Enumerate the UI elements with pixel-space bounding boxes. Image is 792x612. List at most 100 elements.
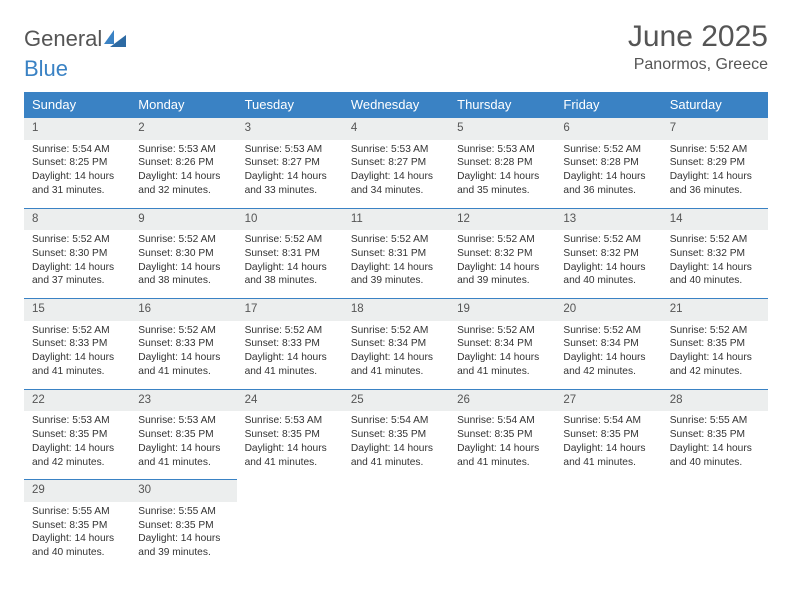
calendar-day-cell: .: [555, 479, 661, 570]
calendar-day-cell: 19Sunrise: 5:52 AMSunset: 8:34 PMDayligh…: [449, 298, 555, 389]
calendar-day-cell: 28Sunrise: 5:55 AMSunset: 8:35 PMDayligh…: [662, 389, 768, 480]
day-number: 4: [343, 117, 449, 140]
daylight-line: Daylight: 14 hours and 42 minutes.: [563, 351, 653, 379]
day-number: 16: [130, 298, 236, 321]
sunrise-line: Sunrise: 5:52 AM: [138, 233, 228, 247]
day-details: Sunrise: 5:52 AMSunset: 8:28 PMDaylight:…: [555, 140, 661, 208]
daylight-line: Daylight: 14 hours and 38 minutes.: [138, 261, 228, 289]
day-number: 13: [555, 208, 661, 231]
calendar-day-cell: 15Sunrise: 5:52 AMSunset: 8:33 PMDayligh…: [24, 298, 130, 389]
calendar-week-row: 15Sunrise: 5:52 AMSunset: 8:33 PMDayligh…: [24, 298, 768, 389]
sunset-line: Sunset: 8:33 PM: [138, 337, 228, 351]
calendar-day-cell: 30Sunrise: 5:55 AMSunset: 8:35 PMDayligh…: [130, 479, 236, 570]
calendar-day-cell: 17Sunrise: 5:52 AMSunset: 8:33 PMDayligh…: [237, 298, 343, 389]
day-details: Sunrise: 5:54 AMSunset: 8:25 PMDaylight:…: [24, 140, 130, 208]
sunrise-line: Sunrise: 5:53 AM: [138, 414, 228, 428]
day-details: Sunrise: 5:55 AMSunset: 8:35 PMDaylight:…: [662, 411, 768, 479]
sunrise-line: Sunrise: 5:54 AM: [457, 414, 547, 428]
sunset-line: Sunset: 8:31 PM: [351, 247, 441, 261]
sunrise-line: Sunrise: 5:54 AM: [351, 414, 441, 428]
day-number: 1: [24, 117, 130, 140]
day-details: Sunrise: 5:52 AMSunset: 8:30 PMDaylight:…: [24, 230, 130, 298]
day-number: 29: [24, 479, 130, 502]
sunset-line: Sunset: 8:30 PM: [32, 247, 122, 261]
sunrise-line: Sunrise: 5:54 AM: [32, 143, 122, 157]
daylight-line: Daylight: 14 hours and 40 minutes.: [32, 532, 122, 560]
sunrise-line: Sunrise: 5:52 AM: [563, 233, 653, 247]
calendar-day-cell: 4Sunrise: 5:53 AMSunset: 8:27 PMDaylight…: [343, 117, 449, 208]
daylight-line: Daylight: 14 hours and 41 minutes.: [138, 442, 228, 470]
sunset-line: Sunset: 8:27 PM: [351, 156, 441, 170]
day-details: Sunrise: 5:52 AMSunset: 8:31 PMDaylight:…: [237, 230, 343, 298]
sunrise-line: Sunrise: 5:53 AM: [245, 414, 335, 428]
sunrise-line: Sunrise: 5:52 AM: [245, 324, 335, 338]
day-details: Sunrise: 5:52 AMSunset: 8:32 PMDaylight:…: [555, 230, 661, 298]
sunset-line: Sunset: 8:35 PM: [563, 428, 653, 442]
weekday-header: Thursday: [449, 92, 555, 117]
calendar-day-cell: 22Sunrise: 5:53 AMSunset: 8:35 PMDayligh…: [24, 389, 130, 480]
sunset-line: Sunset: 8:32 PM: [457, 247, 547, 261]
calendar-day-cell: 5Sunrise: 5:53 AMSunset: 8:28 PMDaylight…: [449, 117, 555, 208]
daylight-line: Daylight: 14 hours and 35 minutes.: [457, 170, 547, 198]
day-details: Sunrise: 5:54 AMSunset: 8:35 PMDaylight:…: [449, 411, 555, 479]
sunset-line: Sunset: 8:26 PM: [138, 156, 228, 170]
page-title: June 2025: [628, 20, 768, 54]
sunset-line: Sunset: 8:28 PM: [563, 156, 653, 170]
daylight-line: Daylight: 14 hours and 41 minutes.: [245, 351, 335, 379]
day-number: 14: [662, 208, 768, 231]
calendar-day-cell: 16Sunrise: 5:52 AMSunset: 8:33 PMDayligh…: [130, 298, 236, 389]
day-details: Sunrise: 5:52 AMSunset: 8:34 PMDaylight:…: [343, 321, 449, 389]
sunset-line: Sunset: 8:34 PM: [351, 337, 441, 351]
sunset-line: Sunset: 8:32 PM: [670, 247, 760, 261]
sunrise-line: Sunrise: 5:52 AM: [138, 324, 228, 338]
calendar-day-cell: 13Sunrise: 5:52 AMSunset: 8:32 PMDayligh…: [555, 208, 661, 299]
day-details: Sunrise: 5:52 AMSunset: 8:33 PMDaylight:…: [130, 321, 236, 389]
day-details: Sunrise: 5:52 AMSunset: 8:29 PMDaylight:…: [662, 140, 768, 208]
sunrise-line: Sunrise: 5:55 AM: [32, 505, 122, 519]
day-number: 18: [343, 298, 449, 321]
day-number: 2: [130, 117, 236, 140]
daylight-line: Daylight: 14 hours and 41 minutes.: [457, 442, 547, 470]
calendar-day-cell: 1Sunrise: 5:54 AMSunset: 8:25 PMDaylight…: [24, 117, 130, 208]
sunrise-line: Sunrise: 5:53 AM: [32, 414, 122, 428]
day-number: 11: [343, 208, 449, 231]
calendar-day-cell: 29Sunrise: 5:55 AMSunset: 8:35 PMDayligh…: [24, 479, 130, 570]
logo: General: [24, 26, 126, 52]
calendar-day-cell: .: [237, 479, 343, 570]
daylight-line: Daylight: 14 hours and 39 minutes.: [457, 261, 547, 289]
day-details: Sunrise: 5:52 AMSunset: 8:34 PMDaylight:…: [555, 321, 661, 389]
calendar-day-cell: 24Sunrise: 5:53 AMSunset: 8:35 PMDayligh…: [237, 389, 343, 480]
sunset-line: Sunset: 8:35 PM: [32, 428, 122, 442]
weekday-header: Sunday: [24, 92, 130, 117]
sunrise-line: Sunrise: 5:52 AM: [457, 324, 547, 338]
sunset-line: Sunset: 8:35 PM: [457, 428, 547, 442]
daylight-line: Daylight: 14 hours and 33 minutes.: [245, 170, 335, 198]
calendar-day-cell: 6Sunrise: 5:52 AMSunset: 8:28 PMDaylight…: [555, 117, 661, 208]
daylight-line: Daylight: 14 hours and 32 minutes.: [138, 170, 228, 198]
calendar-week-row: 22Sunrise: 5:53 AMSunset: 8:35 PMDayligh…: [24, 389, 768, 480]
daylight-line: Daylight: 14 hours and 41 minutes.: [457, 351, 547, 379]
day-number: 17: [237, 298, 343, 321]
sunset-line: Sunset: 8:29 PM: [670, 156, 760, 170]
sunset-line: Sunset: 8:30 PM: [138, 247, 228, 261]
day-number: 22: [24, 389, 130, 412]
day-number: 15: [24, 298, 130, 321]
daylight-line: Daylight: 14 hours and 41 minutes.: [351, 351, 441, 379]
day-number: 21: [662, 298, 768, 321]
calendar-week-row: 1Sunrise: 5:54 AMSunset: 8:25 PMDaylight…: [24, 117, 768, 208]
day-details: Sunrise: 5:54 AMSunset: 8:35 PMDaylight:…: [343, 411, 449, 479]
day-details: Sunrise: 5:55 AMSunset: 8:35 PMDaylight:…: [24, 502, 130, 570]
day-number: 24: [237, 389, 343, 412]
sunset-line: Sunset: 8:35 PM: [138, 519, 228, 533]
weekday-header: Friday: [555, 92, 661, 117]
day-number: 8: [24, 208, 130, 231]
day-details: Sunrise: 5:54 AMSunset: 8:35 PMDaylight:…: [555, 411, 661, 479]
logo-text-general: General: [24, 26, 102, 52]
calendar-day-cell: 26Sunrise: 5:54 AMSunset: 8:35 PMDayligh…: [449, 389, 555, 480]
daylight-line: Daylight: 14 hours and 39 minutes.: [138, 532, 228, 560]
weekday-header: Monday: [130, 92, 236, 117]
sunrise-line: Sunrise: 5:54 AM: [563, 414, 653, 428]
sunset-line: Sunset: 8:32 PM: [563, 247, 653, 261]
daylight-line: Daylight: 14 hours and 41 minutes.: [351, 442, 441, 470]
sunrise-line: Sunrise: 5:53 AM: [457, 143, 547, 157]
